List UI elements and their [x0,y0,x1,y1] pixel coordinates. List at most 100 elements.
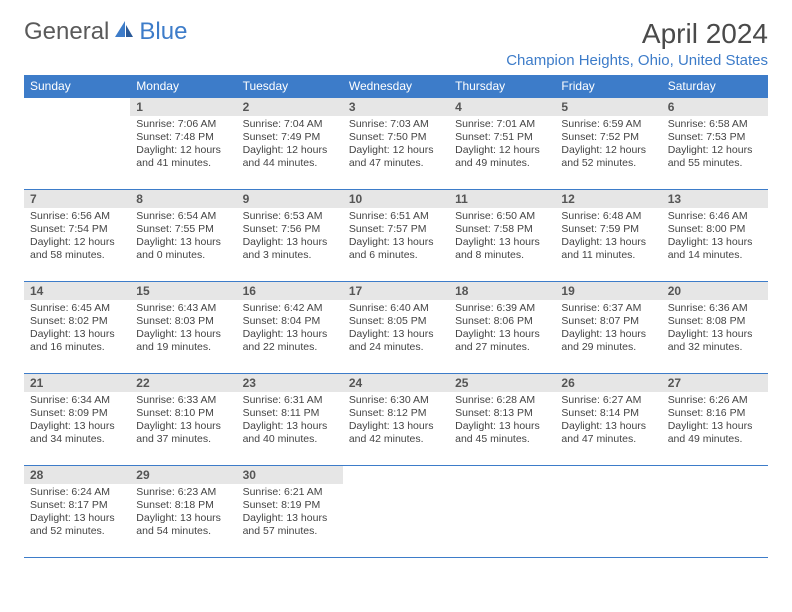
location-label: Champion Heights, Ohio, United States [506,52,768,69]
day-number: 29 [130,466,236,484]
calendar-day: 6Sunrise: 6:58 AMSunset: 7:53 PMDaylight… [662,98,768,190]
day-details: Sunrise: 6:39 AMSunset: 8:06 PMDaylight:… [449,300,555,359]
calendar-table: Sunday Monday Tuesday Wednesday Thursday… [24,75,768,558]
day-details: Sunrise: 6:31 AMSunset: 8:11 PMDaylight:… [237,392,343,451]
calendar-day: 5Sunrise: 6:59 AMSunset: 7:52 PMDaylight… [555,98,661,190]
dayhead-wed: Wednesday [343,75,449,98]
day-details: Sunrise: 6:46 AMSunset: 8:00 PMDaylight:… [662,208,768,267]
calendar-day: 23Sunrise: 6:31 AMSunset: 8:11 PMDayligh… [237,374,343,466]
day-details: Sunrise: 6:59 AMSunset: 7:52 PMDaylight:… [555,116,661,175]
day-details: Sunrise: 6:28 AMSunset: 8:13 PMDaylight:… [449,392,555,451]
calendar-day: 4Sunrise: 7:01 AMSunset: 7:51 PMDaylight… [449,98,555,190]
calendar-day [555,466,661,558]
day-details: Sunrise: 6:51 AMSunset: 7:57 PMDaylight:… [343,208,449,267]
day-details: Sunrise: 7:06 AMSunset: 7:48 PMDaylight:… [130,116,236,175]
day-number: 16 [237,282,343,300]
calendar-week: 7Sunrise: 6:56 AMSunset: 7:54 PMDaylight… [24,190,768,282]
calendar-day: 1Sunrise: 7:06 AMSunset: 7:48 PMDaylight… [130,98,236,190]
title-block: April 2024 Champion Heights, Ohio, Unite… [506,18,768,69]
day-details: Sunrise: 6:43 AMSunset: 8:03 PMDaylight:… [130,300,236,359]
calendar-day: 22Sunrise: 6:33 AMSunset: 8:10 PMDayligh… [130,374,236,466]
brand-part2: Blue [139,18,187,46]
day-details: Sunrise: 7:03 AMSunset: 7:50 PMDaylight:… [343,116,449,175]
dayhead-tue: Tuesday [237,75,343,98]
day-number: 10 [343,190,449,208]
calendar-week: 21Sunrise: 6:34 AMSunset: 8:09 PMDayligh… [24,374,768,466]
day-number: 18 [449,282,555,300]
day-details: Sunrise: 6:37 AMSunset: 8:07 PMDaylight:… [555,300,661,359]
calendar-day: 10Sunrise: 6:51 AMSunset: 7:57 PMDayligh… [343,190,449,282]
calendar-day: 24Sunrise: 6:30 AMSunset: 8:12 PMDayligh… [343,374,449,466]
day-number: 12 [555,190,661,208]
day-number: 26 [555,374,661,392]
day-details: Sunrise: 6:54 AMSunset: 7:55 PMDaylight:… [130,208,236,267]
calendar-day: 27Sunrise: 6:26 AMSunset: 8:16 PMDayligh… [662,374,768,466]
day-details: Sunrise: 7:04 AMSunset: 7:49 PMDaylight:… [237,116,343,175]
day-details: Sunrise: 6:56 AMSunset: 7:54 PMDaylight:… [24,208,130,267]
calendar-day: 2Sunrise: 7:04 AMSunset: 7:49 PMDaylight… [237,98,343,190]
day-number: 2 [237,98,343,116]
calendar-day: 11Sunrise: 6:50 AMSunset: 7:58 PMDayligh… [449,190,555,282]
calendar-day: 29Sunrise: 6:23 AMSunset: 8:18 PMDayligh… [130,466,236,558]
day-details: Sunrise: 6:23 AMSunset: 8:18 PMDaylight:… [130,484,236,543]
day-details: Sunrise: 6:24 AMSunset: 8:17 PMDaylight:… [24,484,130,543]
day-details: Sunrise: 6:27 AMSunset: 8:14 PMDaylight:… [555,392,661,451]
calendar-day: 26Sunrise: 6:27 AMSunset: 8:14 PMDayligh… [555,374,661,466]
day-header-row: Sunday Monday Tuesday Wednesday Thursday… [24,75,768,98]
calendar-day: 28Sunrise: 6:24 AMSunset: 8:17 PMDayligh… [24,466,130,558]
calendar-day: 30Sunrise: 6:21 AMSunset: 8:19 PMDayligh… [237,466,343,558]
day-number: 23 [237,374,343,392]
day-details: Sunrise: 6:45 AMSunset: 8:02 PMDaylight:… [24,300,130,359]
page-title: April 2024 [506,18,768,50]
calendar-day: 18Sunrise: 6:39 AMSunset: 8:06 PMDayligh… [449,282,555,374]
calendar-day: 12Sunrise: 6:48 AMSunset: 7:59 PMDayligh… [555,190,661,282]
day-number: 1 [130,98,236,116]
calendar-day: 21Sunrise: 6:34 AMSunset: 8:09 PMDayligh… [24,374,130,466]
calendar-week: 14Sunrise: 6:45 AMSunset: 8:02 PMDayligh… [24,282,768,374]
header: General Blue April 2024 Champion Heights… [24,18,768,69]
calendar-day: 13Sunrise: 6:46 AMSunset: 8:00 PMDayligh… [662,190,768,282]
day-number: 13 [662,190,768,208]
calendar-day: 16Sunrise: 6:42 AMSunset: 8:04 PMDayligh… [237,282,343,374]
calendar-day [343,466,449,558]
day-details: Sunrise: 6:42 AMSunset: 8:04 PMDaylight:… [237,300,343,359]
calendar-day: 8Sunrise: 6:54 AMSunset: 7:55 PMDaylight… [130,190,236,282]
day-details: Sunrise: 6:26 AMSunset: 8:16 PMDaylight:… [662,392,768,451]
day-details: Sunrise: 6:33 AMSunset: 8:10 PMDaylight:… [130,392,236,451]
day-details: Sunrise: 6:36 AMSunset: 8:08 PMDaylight:… [662,300,768,359]
day-number: 20 [662,282,768,300]
calendar-day: 20Sunrise: 6:36 AMSunset: 8:08 PMDayligh… [662,282,768,374]
calendar-day: 7Sunrise: 6:56 AMSunset: 7:54 PMDaylight… [24,190,130,282]
day-number: 28 [24,466,130,484]
day-number: 27 [662,374,768,392]
calendar-day: 19Sunrise: 6:37 AMSunset: 8:07 PMDayligh… [555,282,661,374]
day-details: Sunrise: 6:40 AMSunset: 8:05 PMDaylight:… [343,300,449,359]
day-number: 25 [449,374,555,392]
sail-icon [113,18,135,46]
dayhead-sun: Sunday [24,75,130,98]
calendar-day: 9Sunrise: 6:53 AMSunset: 7:56 PMDaylight… [237,190,343,282]
day-number: 9 [237,190,343,208]
day-number: 8 [130,190,236,208]
day-details: Sunrise: 6:58 AMSunset: 7:53 PMDaylight:… [662,116,768,175]
day-number: 5 [555,98,661,116]
day-number: 7 [24,190,130,208]
dayhead-mon: Monday [130,75,236,98]
day-number: 30 [237,466,343,484]
day-number: 24 [343,374,449,392]
day-number: 4 [449,98,555,116]
day-number: 22 [130,374,236,392]
calendar-day [24,98,130,190]
calendar-week: 1Sunrise: 7:06 AMSunset: 7:48 PMDaylight… [24,98,768,190]
calendar-week: 28Sunrise: 6:24 AMSunset: 8:17 PMDayligh… [24,466,768,558]
calendar-day: 3Sunrise: 7:03 AMSunset: 7:50 PMDaylight… [343,98,449,190]
day-number: 14 [24,282,130,300]
calendar-day: 17Sunrise: 6:40 AMSunset: 8:05 PMDayligh… [343,282,449,374]
day-number: 11 [449,190,555,208]
brand-part1: General [24,18,109,46]
day-details: Sunrise: 6:21 AMSunset: 8:19 PMDaylight:… [237,484,343,543]
day-number: 17 [343,282,449,300]
dayhead-sat: Saturday [662,75,768,98]
dayhead-thu: Thursday [449,75,555,98]
calendar-body: 1Sunrise: 7:06 AMSunset: 7:48 PMDaylight… [24,98,768,558]
